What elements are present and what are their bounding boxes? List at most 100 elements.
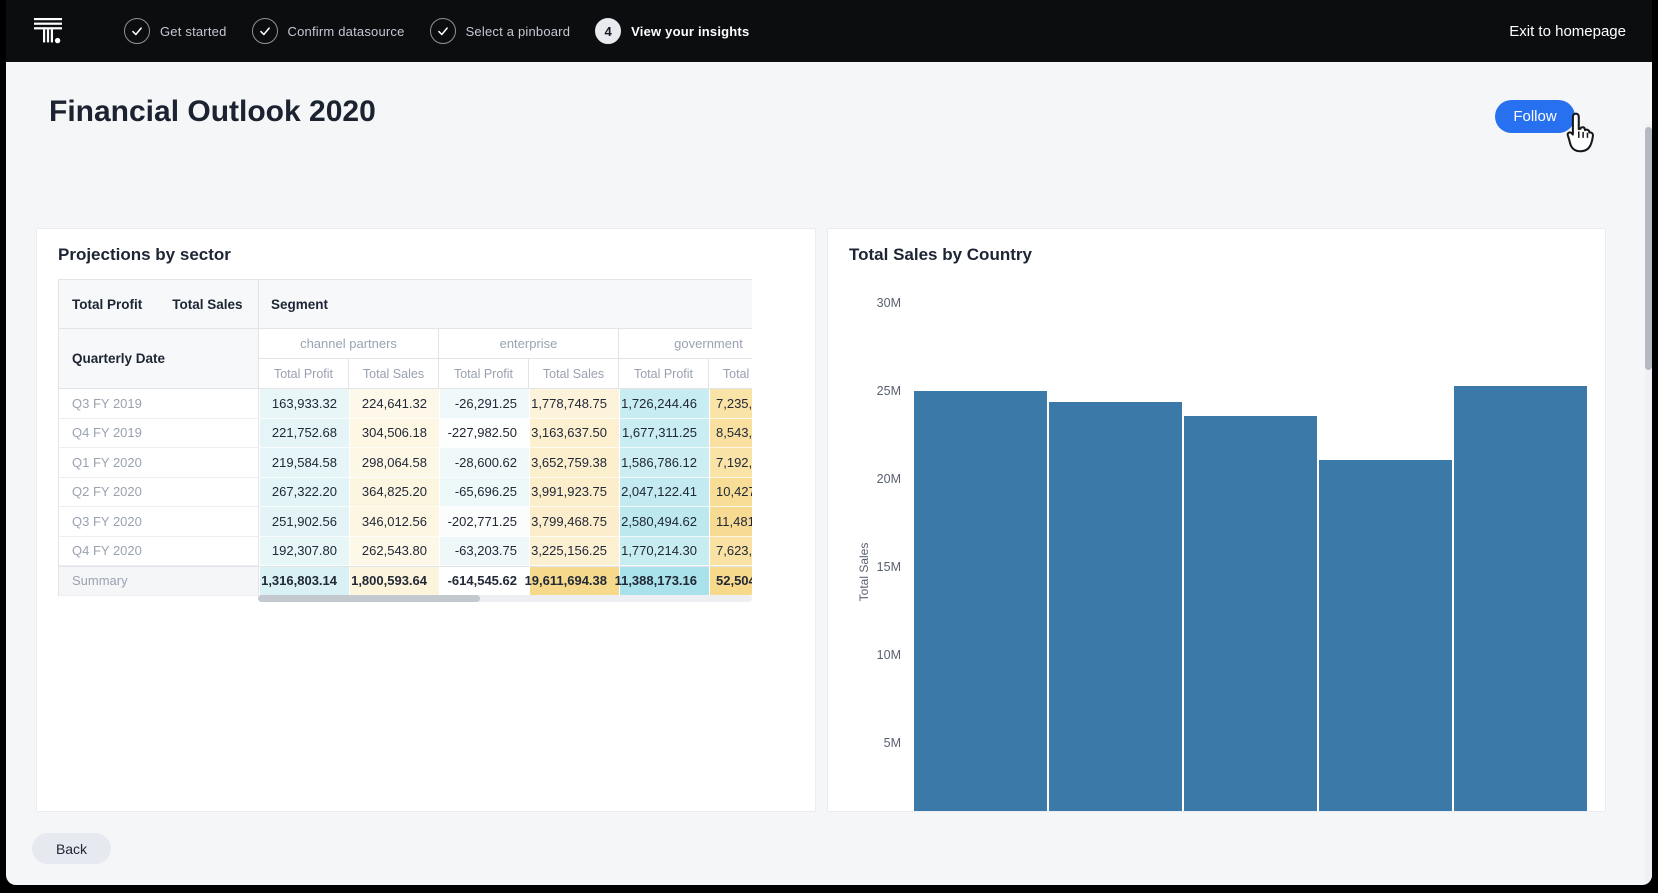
table-cell: 262,543.80 (349, 537, 439, 567)
table-group-header-row: Quarterly Datechannel partnersenterprise… (59, 329, 752, 389)
stepper: Get started Confirm datasource Select a pi… (124, 18, 749, 44)
table-cell: 3,225,156.25 (529, 537, 619, 567)
horizontal-scrollbar-thumb[interactable] (258, 595, 480, 602)
pivot-table: Total ProfitTotal SalesSegmentQuarterly … (58, 279, 752, 596)
table-cell: 1,316,803.14 (259, 566, 349, 596)
sub-column-header: Total Sales (709, 359, 752, 389)
step-label: Get started (160, 24, 227, 39)
exit-to-homepage-link[interactable]: Exit to homepage (1509, 23, 1626, 40)
y-tick-label: 15M (851, 560, 901, 574)
sub-column-header: Total Profit (259, 359, 349, 389)
bar[interactable] (1319, 460, 1452, 811)
step-3[interactable]: Select a pinboard (430, 18, 571, 44)
table-cell: 1,677,311.25 (619, 419, 709, 449)
step-4[interactable]: 4 View your insights (595, 18, 749, 44)
segment-header: Segment (259, 280, 752, 329)
table-cell: 11,481,9 (709, 507, 752, 537)
row-label: Q3 FY 2020 (59, 507, 259, 537)
measure-label: Total Profit (72, 297, 142, 312)
table-cell: -28,600.62 (439, 448, 529, 478)
table-cell: 267,322.20 (259, 478, 349, 508)
table-cell: 10,427,5 (709, 478, 752, 508)
table-cell: 364,825.20 (349, 478, 439, 508)
app-page: Get started Confirm datasource Select a pi… (6, 0, 1652, 885)
pivot-table-viewport: Total ProfitTotal SalesSegmentQuarterly … (58, 279, 752, 601)
table-cell: 2,047,122.41 (619, 478, 709, 508)
step-1[interactable]: Get started (124, 18, 227, 44)
table-cell: 346,012.56 (349, 507, 439, 537)
main-content: Financial Outlook 2020 Follow Projection… (6, 62, 1652, 885)
y-tick-label: 20M (851, 472, 901, 486)
bar[interactable] (914, 391, 1047, 811)
step-2[interactable]: Confirm datasource (252, 18, 405, 44)
table-cell: -614,545.62 (439, 566, 529, 596)
step-label: View your insights (631, 24, 749, 39)
table-cell: 7,623,0 (709, 537, 752, 567)
step-label: Confirm datasource (288, 24, 405, 39)
table-cell: -227,982.50 (439, 419, 529, 449)
vertical-scrollbar[interactable] (1645, 124, 1652, 885)
group-header: government (619, 329, 752, 359)
table-cell: 7,192,3 (709, 448, 752, 478)
bar[interactable] (1184, 416, 1317, 811)
sales-chart-title: Total Sales by Country (849, 245, 1032, 265)
table-row: Q3 FY 2020251,902.56346,012.56-202,771.2… (59, 507, 752, 537)
column-groups: channel partnersenterprisegovernmentTota… (259, 329, 752, 389)
y-tick-label: 5M (851, 736, 901, 750)
table-cell: 8,543,5 (709, 419, 752, 449)
table-cell: -63,203.75 (439, 537, 529, 567)
step-number: 4 (595, 18, 621, 44)
follow-button[interactable]: Follow (1495, 100, 1575, 133)
check-icon (430, 18, 456, 44)
table-cell: 298,064.58 (349, 448, 439, 478)
thoughtspot-logo-icon[interactable] (32, 15, 64, 47)
table-cell: 221,752.68 (259, 419, 349, 449)
sub-column-header: Total Sales (349, 359, 439, 389)
group-header: enterprise (439, 329, 619, 359)
table-cell: 304,506.18 (349, 419, 439, 449)
projections-panel: Projections by sector Total ProfitTotal … (36, 228, 816, 812)
table-cell: 192,307.80 (259, 537, 349, 567)
table-row: Q2 FY 2020267,322.20364,825.20-65,696.25… (59, 478, 752, 508)
bar[interactable] (1049, 402, 1182, 811)
group-header: channel partners (259, 329, 439, 359)
table-row: Q3 FY 2019163,933.32224,641.32-26,291.25… (59, 389, 752, 419)
horizontal-scrollbar[interactable] (258, 595, 752, 602)
sub-column-header: Total Profit (439, 359, 529, 389)
row-label: Q1 FY 2020 (59, 448, 259, 478)
table-cell: 3,991,923.75 (529, 478, 619, 508)
window-frame: Get started Confirm datasource Select a pi… (0, 0, 1658, 893)
row-label: Q2 FY 2020 (59, 478, 259, 508)
row-label: Summary (59, 566, 259, 596)
vertical-scrollbar-thumb[interactable] (1645, 127, 1652, 370)
table-cell: 52,504,2 (709, 566, 752, 596)
table-cell: 3,652,759.38 (529, 448, 619, 478)
table-row: Q4 FY 2020192,307.80262,543.80-63,203.75… (59, 537, 752, 567)
table-row: Q1 FY 2020219,584.58298,064.58-28,600.62… (59, 448, 752, 478)
row-label: Q4 FY 2019 (59, 419, 259, 449)
table-cell: -202,771.25 (439, 507, 529, 537)
table-cell: 3,799,468.75 (529, 507, 619, 537)
table-cell: 2,580,494.62 (619, 507, 709, 537)
corner-measures: Total ProfitTotal Sales (59, 280, 259, 329)
page-title: Financial Outlook 2020 (49, 95, 376, 129)
table-cell: -26,291.25 (439, 389, 529, 419)
back-button[interactable]: Back (32, 833, 111, 864)
table-cell: 19,611,694.38 (529, 566, 619, 596)
row-label: Q3 FY 2019 (59, 389, 259, 419)
table-cell: 3,163,637.50 (529, 419, 619, 449)
sub-column-header: Total Sales (529, 359, 619, 389)
step-label: Select a pinboard (466, 24, 571, 39)
bar[interactable] (1454, 386, 1587, 811)
projections-panel-title: Projections by sector (58, 245, 231, 265)
table-cell: 1,726,244.46 (619, 389, 709, 419)
table-cell: 1,778,748.75 (529, 389, 619, 419)
table-cell: 11,388,173.16 (619, 566, 709, 596)
table-cell: 1,586,786.12 (619, 448, 709, 478)
table-cell: 163,933.32 (259, 389, 349, 419)
y-tick-label: 25M (851, 384, 901, 398)
table-row: Summary1,316,803.141,800,593.64-614,545.… (59, 566, 752, 596)
y-tick-label: 30M (851, 296, 901, 310)
group-label-row: channel partnersenterprisegovernment (259, 329, 752, 359)
sales-chart-panel: Total Sales by Country Total Sales 30M25… (827, 228, 1606, 812)
